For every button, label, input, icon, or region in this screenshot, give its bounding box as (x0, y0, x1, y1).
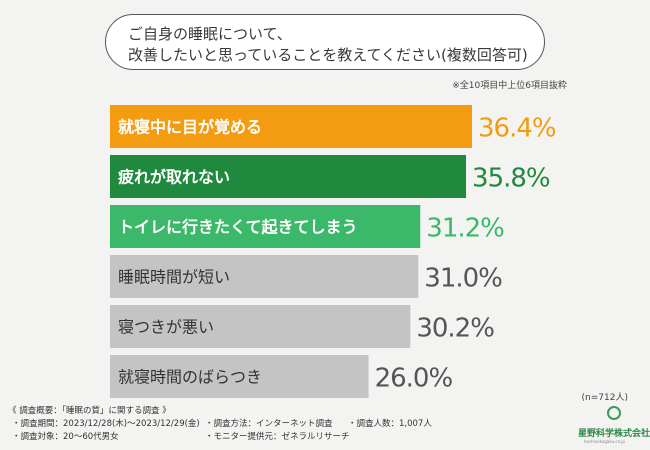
survey-title: 《 調査概要：「睡眠の質」に関する調査 》 (8, 406, 171, 416)
bar-1 (110, 105, 472, 148)
subset-note: ※全10項目中上位6項目抜粋 (452, 81, 567, 91)
bar-label-5: 寝つきが悪い (118, 318, 214, 337)
company-name: 星野科学株式会社 (578, 429, 650, 439)
value-label-5: 30.2% (416, 314, 494, 344)
value-label-4: 31.0% (424, 264, 502, 294)
bar-label-4: 睡眠時間が短い (118, 268, 230, 287)
survey-period: ・調査期間：2023/12/28(木)〜2023/12/29(金) (12, 419, 200, 429)
bar-5 (110, 305, 411, 348)
survey-provider: ・モニター提供元：ゼネラルリサーチ (205, 432, 350, 442)
question-line-2: 改善したいと思っていることを教えてください(複数回答可) (128, 46, 528, 64)
survey-method: ・調査方法：インターネット調査 (205, 419, 333, 429)
bar-label-3: トイレに行きたくて起きてしまう (118, 218, 358, 237)
company-url: hoshinokagaku.co.jp (584, 439, 625, 444)
leaf-icon (607, 406, 621, 420)
question-box: ご自身の睡眠について、 改善したいと思っていることを教えてください(複数回答可) (105, 14, 545, 70)
bar-6 (110, 355, 369, 398)
bar-label-2: 疲れが取れない (118, 168, 230, 187)
value-label-2: 35.8% (472, 164, 550, 194)
survey-count: ・調査人数：1,007人 (348, 419, 432, 429)
value-label-1: 36.4% (478, 114, 556, 144)
bar-4 (110, 255, 419, 298)
sample-size: (n=712人) (581, 393, 628, 403)
value-label-6: 26.0% (375, 364, 453, 394)
bar-label-1: 就寝中に目が覚める (118, 118, 262, 137)
survey-target: ・調査対象：20〜60代男女 (12, 432, 119, 442)
bar-3 (110, 205, 421, 248)
bar-label-6: 就寝時間のばらつき (118, 368, 262, 387)
bar-2 (110, 155, 467, 198)
question-line-1: ご自身の睡眠について、 (128, 25, 292, 43)
value-label-3: 31.2% (426, 214, 504, 244)
